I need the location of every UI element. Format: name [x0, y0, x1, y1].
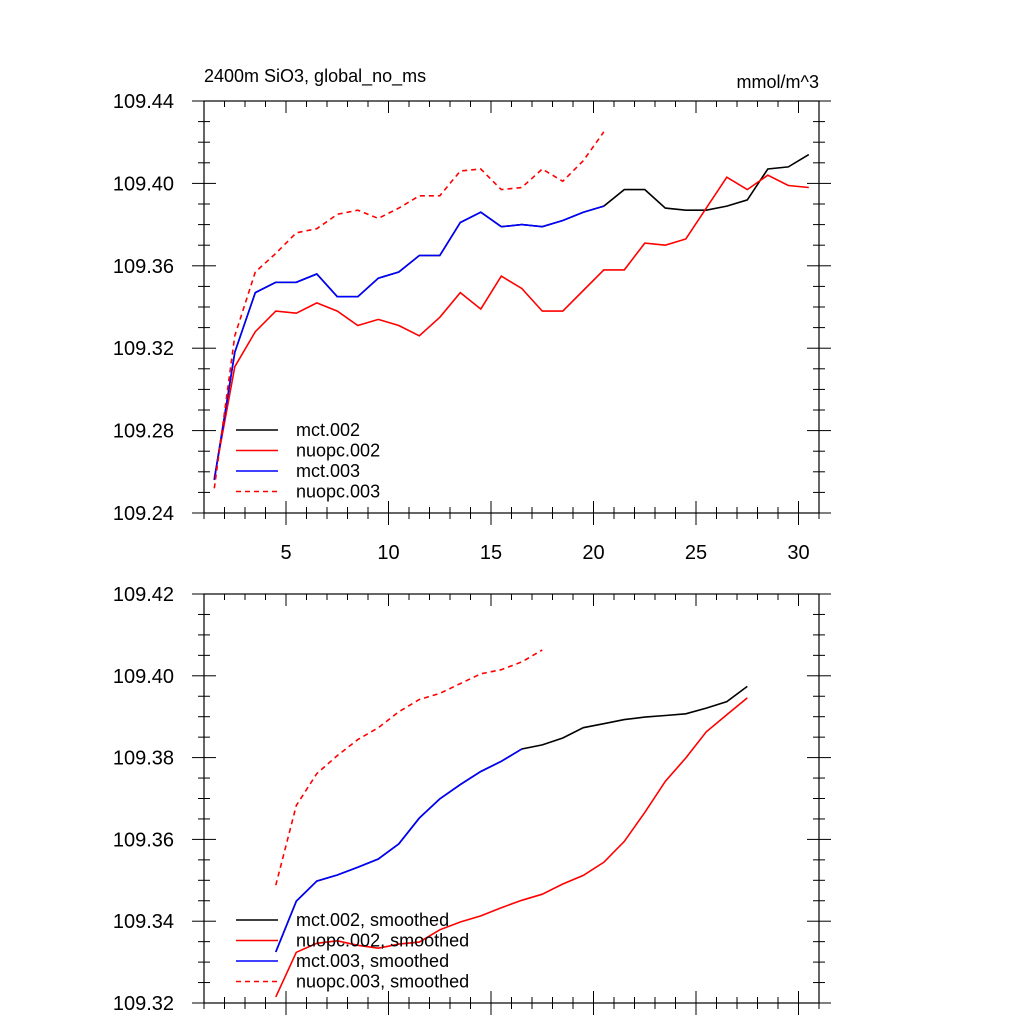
legend-label: nuopc.002, smoothed: [296, 931, 469, 951]
y-tick-label: 109.40: [113, 666, 174, 688]
x-tick-label: 25: [685, 542, 707, 564]
legend-label: nuopc.003, smoothed: [296, 972, 469, 992]
x-tick-label: 10: [377, 542, 399, 564]
legend-label: nuopc.002: [296, 441, 380, 461]
series-line-nuopc-003-smoothed: [275, 649, 543, 886]
series-line-nuopc-002: [213, 174, 809, 479]
x-tick-label: 15: [480, 542, 502, 564]
chart1-title: 2400m SiO3, global_no_ms: [204, 66, 426, 87]
series-line-mct-003: [213, 205, 605, 481]
x-tick-label: 30: [787, 542, 809, 564]
series-line-nuopc-003: [213, 131, 605, 489]
x-tick-label: 20: [582, 542, 604, 564]
legend-label: mct.002: [296, 420, 360, 440]
legend-label: mct.003, smoothed: [296, 951, 449, 971]
y-tick-label: 109.38: [113, 748, 174, 770]
legend-label: mct.002, smoothed: [296, 910, 449, 930]
y-tick-label: 109.32: [113, 993, 174, 1015]
y-tick-label: 109.42: [113, 584, 174, 606]
y-tick-label: 109.24: [113, 503, 174, 525]
legend-label: mct.003: [296, 461, 360, 481]
top-chart: 5 10 15 20 25 30 109.24 109.28 109.32 109.36 109.4…: [113, 91, 831, 564]
series-line-mct-003-smoothed: [275, 748, 523, 953]
legend-label: nuopc.003: [296, 482, 380, 502]
chart1-units: mmol/m^3: [737, 72, 819, 92]
y-tick-label: 109.28: [113, 421, 174, 443]
y-tick-label: 109.36: [113, 829, 174, 851]
y-tick-label: 109.40: [113, 173, 174, 195]
y-tick-label: 109.44: [113, 91, 174, 113]
series-line-nuopc-002-smoothed: [275, 697, 748, 998]
x-tick-label: 5: [280, 542, 291, 564]
y-tick-label: 109.36: [113, 256, 174, 278]
bottom-chart: 109.32 109.34 109.36 109.38 109.40 109.42 mct.…: [113, 584, 831, 1015]
y-tick-label: 109.32: [113, 338, 174, 360]
y-tick-label: 109.34: [113, 911, 174, 933]
